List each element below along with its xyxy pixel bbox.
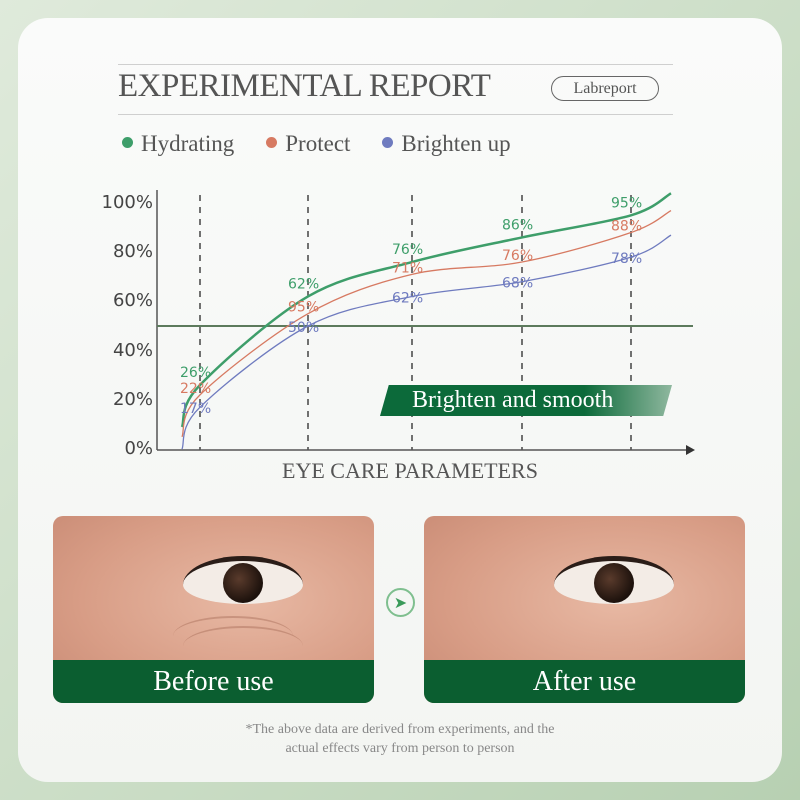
y-tick-label: 80% [112, 241, 153, 263]
data-label: 95% [611, 195, 642, 211]
after-photo: After use [424, 516, 745, 703]
legend-item: Brighten up [382, 131, 511, 157]
series-line-protect [181, 209, 672, 438]
data-label: 22% [180, 381, 211, 397]
before-label: Before use [53, 660, 374, 703]
y-tick-label: 100% [101, 192, 153, 213]
legend-label: Brighten up [401, 131, 511, 156]
footnote-line: *The above data are derived from experim… [245, 722, 555, 737]
series-line-hydrating [180, 192, 672, 428]
divider [118, 114, 673, 115]
data-label: 17% [180, 401, 211, 417]
before-photo: Before use [53, 516, 374, 703]
legend-item: Protect [266, 131, 350, 157]
legend-dot [266, 137, 278, 148]
footnote-line: actual effects vary from person to perso… [285, 741, 515, 756]
data-label: 26% [180, 365, 211, 381]
x-axis-arrow [686, 445, 695, 455]
data-label: 50% [288, 320, 319, 336]
legend: Hydrating Protect Brighten up [122, 131, 511, 157]
data-label: 78% [611, 251, 642, 267]
data-label: 76% [502, 248, 533, 264]
labreport-badge: Labreport [551, 76, 659, 101]
data-label: 71% [392, 260, 423, 276]
chevron-right-icon: ➤ [386, 588, 415, 617]
y-tick-label: 20% [112, 388, 153, 410]
legend-dot [122, 137, 133, 148]
after-label: After use [424, 660, 745, 703]
y-tick-label: 0% [124, 438, 153, 459]
data-label: 68% [502, 276, 533, 292]
data-label: 86% [502, 217, 533, 233]
data-label: 62% [288, 276, 319, 292]
footnote: *The above data are derived from experim… [0, 720, 800, 758]
y-tick-label: 60% [112, 290, 153, 312]
legend-label: Hydrating [141, 131, 235, 156]
data-label: 62% [392, 290, 423, 306]
legend-item: Hydrating [122, 131, 234, 157]
y-tick-label: 40% [112, 339, 153, 361]
series-line-brighten-up [181, 234, 672, 450]
x-axis-label: EYE CARE PARAMETERS [282, 458, 538, 483]
data-label: 95% [288, 300, 319, 316]
annotation-banner: Brighten and smooth [380, 385, 672, 416]
eye-image [183, 556, 303, 604]
legend-dot [382, 137, 394, 148]
data-label: 76% [392, 242, 423, 258]
legend-label: Protect [285, 131, 351, 156]
page-title: EXPERIMENTAL REPORT [118, 68, 491, 104]
eye-image [554, 556, 674, 604]
divider [118, 64, 673, 65]
data-label: 88% [611, 219, 642, 235]
